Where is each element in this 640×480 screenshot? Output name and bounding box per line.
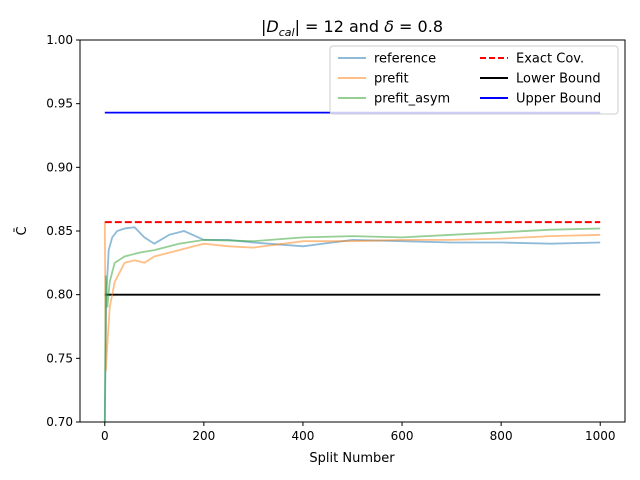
y-tick-label: 0.80 [46,288,73,302]
legend-label: Upper Bound [516,92,601,107]
x-axis-label: Split Number [309,451,395,466]
y-tick-label: 0.75 [46,351,73,365]
y-tick-label: 0.95 [46,97,73,111]
legend-label: Exact Cov. [516,52,584,67]
legend-label: prefit [374,72,409,87]
y-tick-label: 1.00 [46,33,73,47]
x-tick-label: 800 [490,429,513,443]
x-tick-label: 600 [391,429,414,443]
x-tick-label: 0 [101,429,109,443]
legend-box [329,45,619,115]
chart-title: |Dcal| = 12 and δ = 0.8 [261,17,443,39]
series-line-prefit-asym [103,227,601,423]
series-line-prefit [103,222,601,372]
legend-label: Lower Bound [516,72,601,87]
y-tick-label: 0.90 [46,160,73,174]
legend-label: reference [374,52,436,67]
x-tick-label: 400 [292,429,315,443]
x-tick-label: 1000 [585,429,616,443]
series-line-reference [103,226,601,423]
x-tick-label: 200 [192,429,215,443]
legend: reference prefit prefit_asym Exact Cov. Lowe… [329,45,619,115]
y-tick-label: 0.85 [46,224,73,238]
y-tick-label: 0.70 [46,415,73,429]
legend-label: prefit_asym [374,92,450,107]
y-axis-label: C̄ [15,226,30,235]
